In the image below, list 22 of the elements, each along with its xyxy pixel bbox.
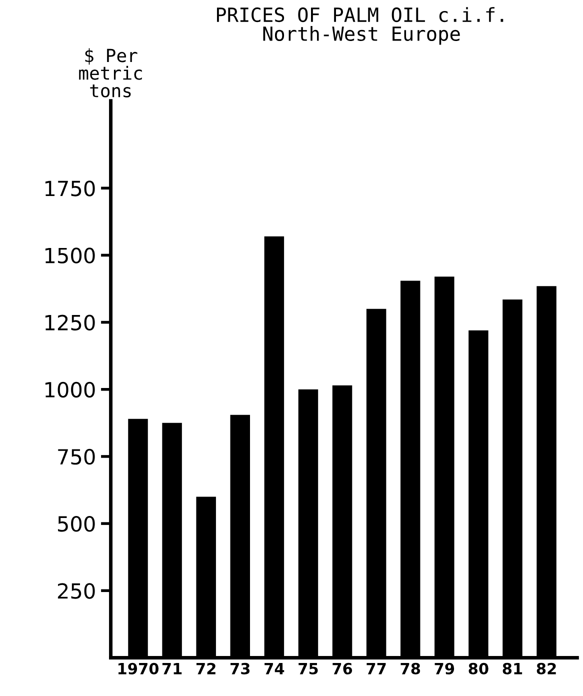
y-tick-label: 1750	[45, 180, 95, 196]
y-tick-label: 1500	[45, 248, 95, 264]
y-tick-label: 1000	[45, 382, 95, 398]
x-tick-label: 80	[468, 662, 488, 674]
y-tick-label: 500	[58, 516, 95, 532]
y-axis-title: $ Per metric tons	[79, 48, 142, 98]
x-tick-label: 76	[332, 662, 352, 674]
x-tick-label: 82	[536, 662, 556, 674]
chart-title: PRICES OF PALM OIL c.i.f. North-West Europe	[217, 7, 504, 45]
x-tick-label: 75	[298, 663, 318, 674]
x-tick-label: 78	[400, 662, 420, 674]
x-tick-label: 79	[434, 662, 454, 674]
x-tick-label: 81	[502, 662, 522, 674]
y-tick-label: 250	[58, 583, 95, 599]
x-tick-label: 74	[264, 663, 284, 674]
x-tick-label: 71	[162, 663, 182, 674]
x-tick-label: 72	[196, 662, 216, 674]
x-tick-label: 73	[230, 662, 250, 674]
x-tick-label: 1970	[118, 662, 159, 674]
y-tick-label: 1250	[45, 314, 95, 331]
x-tick-label: 77	[366, 663, 386, 674]
y-tick-label: 750	[58, 448, 95, 465]
